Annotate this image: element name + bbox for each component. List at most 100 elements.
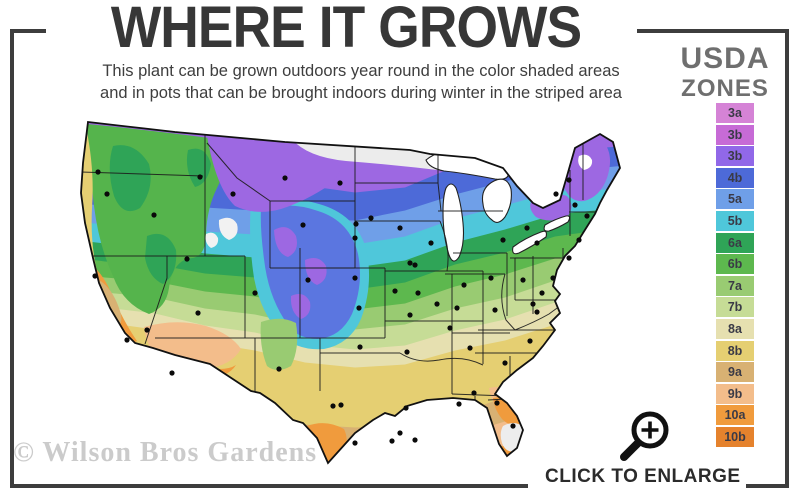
state-border [439,220,449,272]
watermark: © Wilson Bros Gardens [13,437,318,468]
city-dot [500,237,506,243]
legend-zone-7b-9: 7b [716,297,754,318]
legend-zone-10b-15: 10b [716,426,754,447]
city-dot [527,338,533,344]
lake-erie [512,230,547,255]
state-border [206,142,271,202]
city-dot [407,312,413,318]
city-dot [368,215,374,221]
city-dot [353,221,359,227]
city-dot [524,225,530,231]
frame-right [785,29,789,488]
city-dot [415,290,421,296]
city-dot [397,225,403,231]
city-dot [447,325,453,331]
usda-zones-legend: 3a 3b 3b 4b 5a 5b 6a 6b 7a 7b 8a 8b 9a 9b 10a 10b [716,103,754,449]
lake-michigan [442,183,465,262]
state-border [399,352,484,366]
city-dot [412,262,418,268]
city-dot [330,403,336,409]
city-dot [337,180,343,186]
zone-patch-rockies-purple-1 [274,227,297,257]
city-dot [467,345,473,351]
city-dot [510,423,516,429]
city-dot [428,240,434,246]
city-dot [392,288,398,294]
zone-patch-cascades-green [109,145,151,212]
zone-patch-sierra-green [145,233,177,284]
legend-zone-9b-13: 9b [716,383,754,404]
city-dot [92,273,98,279]
frame-left [10,29,14,488]
lake-ontario [543,215,571,232]
city-dot [572,202,578,208]
legend-zone-6b-7: 6b [716,254,754,275]
legend-zone-4b-3: 4b [716,167,754,188]
legend-zone-3b-2: 3b [716,146,754,167]
legend-header: USDA ZONES [662,44,788,101]
city-dot [461,282,467,288]
click-to-enlarge-button[interactable]: CLICK TO ENLARGE [540,402,790,488]
city-dot [404,349,410,355]
city-dot [456,401,462,407]
city-dot [471,390,477,396]
zone-patch-montana-white-spot [218,217,238,240]
legend-zone-9a-12: 9a [716,362,754,383]
city-dot [488,275,494,281]
state-border [144,256,168,345]
city-dot [576,237,582,243]
city-dot [403,405,409,411]
city-dot [356,305,362,311]
zone-patch-rockies-purple-2 [305,258,327,285]
city-dot [534,240,540,246]
city-dot [454,305,460,311]
zone-patch-wyoming-white-spot [205,232,219,248]
subtitle-line-2: and in pots that can be brought indoors … [100,83,622,102]
city-dot [434,301,440,307]
city-dot [550,275,556,281]
legend-zone-7a-8: 7a [716,275,754,296]
city-dot [252,290,258,296]
city-dot [412,437,418,443]
frame-top-right-segment [637,29,789,33]
magnifier-plus-icon[interactable] [608,402,678,464]
frame-top-left-segment [10,29,46,33]
legend-zone-5b-5: 5b [716,210,754,231]
city-dot [338,402,344,408]
frame-bottom-left-segment [10,484,528,488]
city-dot [151,212,157,218]
zone-patch-rockies-purple-3 [290,294,311,319]
legend-header-zones: ZONES [681,75,769,102]
city-dot [230,191,236,197]
city-dot [494,400,500,406]
zone-patch-maine-white-spot [578,154,593,170]
city-dot [566,177,572,183]
zone-patch-newmexico-green [260,318,298,370]
city-dot [389,438,395,444]
zone-patch-montana-purple [207,136,343,212]
city-dot [566,255,572,261]
city-dot [584,213,590,219]
zone-patch-california-tan [99,280,122,327]
city-dot [195,310,201,316]
city-dot [305,277,311,283]
city-dot [197,174,203,180]
city-dot [184,256,190,262]
city-dot [276,366,282,372]
city-dot [300,222,306,228]
click-to-enlarge-label[interactable]: CLICK TO ENLARGE [545,466,741,487]
lake-huron [481,178,512,223]
city-dot [539,290,545,296]
city-dot [352,440,358,446]
legend-header-usda: USDA [680,42,770,75]
us-map-graphic[interactable] [55,108,670,474]
city-dot [407,260,413,266]
usda-zone-map[interactable] [55,108,670,474]
city-dot [124,337,130,343]
state-border [501,273,516,331]
us-outline [80,121,621,465]
city-dot [520,277,526,283]
city-dot [352,275,358,281]
legend-zone-6a-6: 6a [716,232,754,253]
city-dot [352,235,358,241]
